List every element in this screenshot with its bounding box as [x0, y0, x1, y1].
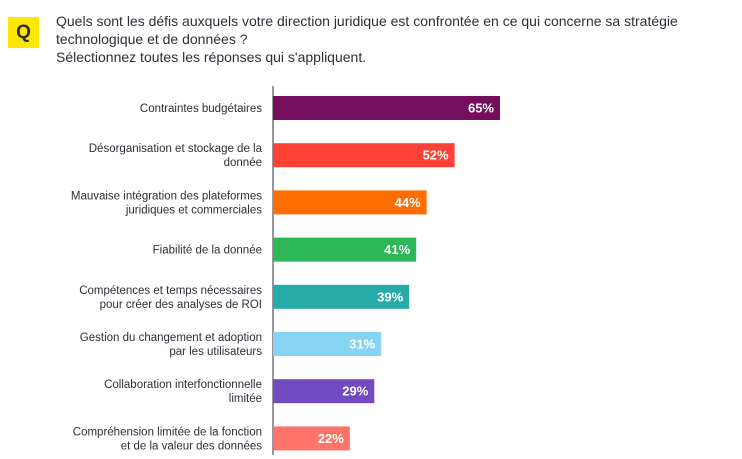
- category-label-line: par les utilisateurs: [169, 346, 262, 358]
- bar-2: [273, 143, 455, 168]
- category-label-2: Désorganisation et stockage de la donnée: [89, 143, 263, 169]
- bar-value-label-3: 44%: [395, 195, 421, 210]
- category-label-8: Compréhension limitée de la fonction et d…: [73, 426, 262, 452]
- bar-8: [273, 426, 350, 451]
- category-label-line: Fiabilité de la donnée: [153, 245, 262, 257]
- category-label-1: Contraintes budgétaires: [140, 103, 262, 115]
- category-label-line: Compréhension limitée de la fonction: [73, 426, 262, 438]
- bar-value-label-6: 31%: [349, 337, 375, 352]
- question-text: Quels sont les défis auxquels votre dire…: [56, 12, 736, 66]
- bar-value-label-1: 65%: [468, 101, 494, 116]
- category-label-line: juridiques et commerciales: [125, 204, 262, 216]
- category-label-line: Gestion du changement et adoption: [80, 332, 262, 344]
- category-label-6: Gestion du changement et adoption par les…: [80, 332, 262, 358]
- bar-6: [273, 332, 382, 356]
- category-label-line: Compétences et temps nécessaires: [79, 285, 262, 297]
- bar-value-label-4: 41%: [384, 242, 410, 257]
- bar-1: [273, 96, 500, 120]
- category-label-7: Collaboration interfonctionnelle limitée: [104, 379, 262, 405]
- question-line-2: technologique et de données ?: [56, 31, 248, 47]
- bar-7: [273, 379, 375, 404]
- bar-value-label-2: 52%: [423, 148, 449, 163]
- question-line-1: Quels sont les défis auxquels votre dire…: [56, 13, 678, 29]
- category-label-line: Mauvaise intégration des plateformes: [71, 190, 262, 202]
- category-label-3: Mauvaise intégration des plateformes juri…: [71, 190, 262, 216]
- category-label-line: limitée: [229, 393, 262, 405]
- category-label-5: Compétences et temps nécessaires pour cré…: [79, 285, 262, 311]
- bar-value-label-7: 29%: [342, 384, 368, 399]
- bar-5: [273, 284, 410, 309]
- bar-3: [273, 190, 427, 215]
- question-line-3: Sélectionnez toutes les réponses qui s'a…: [56, 49, 367, 65]
- bars-group: 65% Contraintes budgétaires 52% Désorganisa…: [71, 96, 500, 452]
- bar-value-label-8: 22%: [318, 431, 344, 446]
- category-label-line: donnée: [224, 157, 262, 169]
- bar-4: [273, 237, 417, 262]
- category-label-4: Fiabilité de la donnée: [153, 245, 262, 257]
- category-label-line: Contraintes budgétaires: [140, 103, 262, 115]
- category-label-line: Collaboration interfonctionnelle: [104, 379, 262, 391]
- category-label-line: pour créer des analyses de ROI: [100, 299, 262, 311]
- question-badge: Q: [8, 17, 39, 48]
- category-label-line: et de la valeur des données: [121, 440, 263, 452]
- bar-value-label-5: 39%: [377, 289, 403, 304]
- category-label-line: Désorganisation et stockage de la: [89, 143, 263, 155]
